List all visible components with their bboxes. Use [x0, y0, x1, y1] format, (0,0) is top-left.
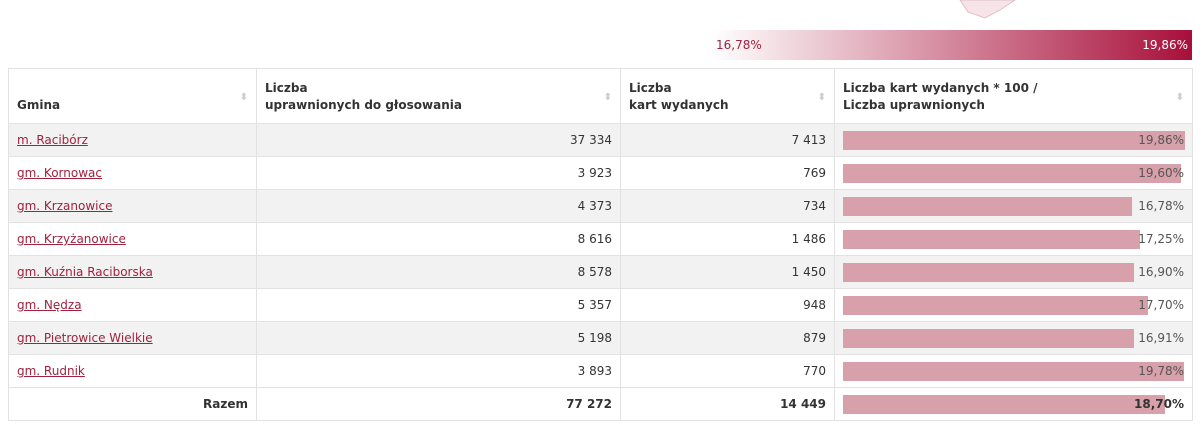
turnout-label: 17,25% — [1138, 232, 1184, 246]
name-cell: gm. Krzyżanowice — [8, 222, 257, 256]
table-row: gm. Nędza 5 357 948 17,70% — [8, 288, 1193, 322]
eligible-cell: 3 893 — [256, 354, 621, 388]
turnout-label: 17,70% — [1138, 298, 1184, 312]
table-row: gm. Rudnik 3 893 770 19,78% — [8, 354, 1193, 388]
turnout-label: 16,91% — [1138, 331, 1184, 345]
eligible-cell: 5 357 — [256, 288, 621, 322]
cards-cell: 879 — [620, 321, 835, 355]
turnout-cell: 19,78% — [834, 354, 1193, 388]
municipality-link[interactable]: gm. Krzanowice — [17, 199, 113, 213]
name-cell: gm. Pietrowice Wielkie — [8, 321, 257, 355]
turnout-bar — [843, 230, 1141, 249]
turnout-cell: 17,25% — [834, 222, 1193, 256]
municipality-link[interactable]: gm. Kornowac — [17, 166, 102, 180]
name-cell: Razem — [8, 387, 257, 421]
table-row: gm. Krzyżanowice 8 616 1 486 17,25% — [8, 222, 1193, 256]
table-row: m. Racibórz 37 334 7 413 19,86% — [8, 123, 1193, 157]
municipality-link[interactable]: gm. Rudnik — [17, 364, 85, 378]
eligible-cell: 37 334 — [256, 123, 621, 157]
name-cell: gm. Kornowac — [8, 156, 257, 190]
eligible-cell: 8 616 — [256, 222, 621, 256]
eligible-cell: 77 272 — [256, 387, 621, 421]
turnout-bar — [843, 263, 1135, 282]
name-cell: m. Racibórz — [8, 123, 257, 157]
cards-cell: 14 449 — [620, 387, 835, 421]
turnout-cell: 18,70% — [834, 387, 1193, 421]
column-header[interactable]: Liczba uprawnionych do głosowania — [256, 68, 621, 124]
turnout-cell: 19,60% — [834, 156, 1193, 190]
turnout-bar — [843, 362, 1184, 381]
cards-cell: 1 450 — [620, 255, 835, 289]
table-row: gm. Kuźnia Raciborska 8 578 1 450 16,90% — [8, 255, 1193, 289]
turnout-label: 16,90% — [1138, 265, 1184, 279]
cards-cell: 948 — [620, 288, 835, 322]
cards-cell: 769 — [620, 156, 835, 190]
turnout-label: 16,78% — [1138, 199, 1184, 213]
eligible-cell: 8 578 — [256, 255, 621, 289]
table-row: gm. Pietrowice Wielkie 5 198 879 16,91% — [8, 321, 1193, 355]
turnout-bar — [843, 197, 1132, 216]
turnout-label: 19,60% — [1138, 166, 1184, 180]
municipality-link[interactable]: gm. Pietrowice Wielkie — [17, 331, 153, 345]
name-cell: gm. Krzanowice — [8, 189, 257, 223]
eligible-cell: 5 198 — [256, 321, 621, 355]
turnout-label: 18,70% — [1134, 397, 1184, 411]
column-header[interactable]: Liczba kart wydanych — [620, 68, 835, 124]
table-row: gm. Kornowac 3 923 769 19,60% — [8, 156, 1193, 190]
total-row: Razem 77 272 14 449 18,70% — [8, 387, 1193, 421]
turnout-label: 19,86% — [1138, 133, 1184, 147]
turnout-bar — [843, 131, 1185, 150]
turnout-cell: 16,90% — [834, 255, 1193, 289]
municipality-link[interactable]: gm. Nędza — [17, 298, 82, 312]
turnout-cell: 16,91% — [834, 321, 1193, 355]
legend-min: 16,78% — [716, 38, 762, 52]
table-row: gm. Krzanowice 4 373 734 16,78% — [8, 189, 1193, 223]
column-header[interactable]: Liczba kart wydanych * 100 / Liczba upra… — [834, 68, 1193, 124]
municipality-link[interactable]: gm. Krzyżanowice — [17, 232, 126, 246]
turnout-bar — [843, 296, 1148, 315]
municipality-link[interactable]: gm. Kuźnia Raciborska — [17, 265, 153, 279]
name-cell: gm. Kuźnia Raciborska — [8, 255, 257, 289]
turnout-bar — [843, 395, 1166, 414]
eligible-cell: 4 373 — [256, 189, 621, 223]
turnout-cell: 16,78% — [834, 189, 1193, 223]
turnout-bar — [843, 164, 1181, 183]
column-header[interactable]: Gmina — [8, 68, 257, 124]
turnout-cell: 17,70% — [834, 288, 1193, 322]
turnout-bar — [843, 329, 1135, 348]
turnout-cell: 19,86% — [834, 123, 1193, 157]
cards-cell: 734 — [620, 189, 835, 223]
results-table: GminaLiczba uprawnionych do głosowaniaLi… — [8, 68, 1193, 421]
cards-cell: 1 486 — [620, 222, 835, 256]
color-legend: 16,78% 19,86% — [712, 30, 1192, 60]
legend-max: 19,86% — [1142, 38, 1188, 52]
cards-cell: 7 413 — [620, 123, 835, 157]
turnout-label: 19,78% — [1138, 364, 1184, 378]
map-fragment — [959, 0, 1016, 19]
name-cell: gm. Rudnik — [8, 354, 257, 388]
municipality-link[interactable]: m. Racibórz — [17, 133, 88, 147]
name-cell: gm. Nędza — [8, 288, 257, 322]
cards-cell: 770 — [620, 354, 835, 388]
eligible-cell: 3 923 — [256, 156, 621, 190]
